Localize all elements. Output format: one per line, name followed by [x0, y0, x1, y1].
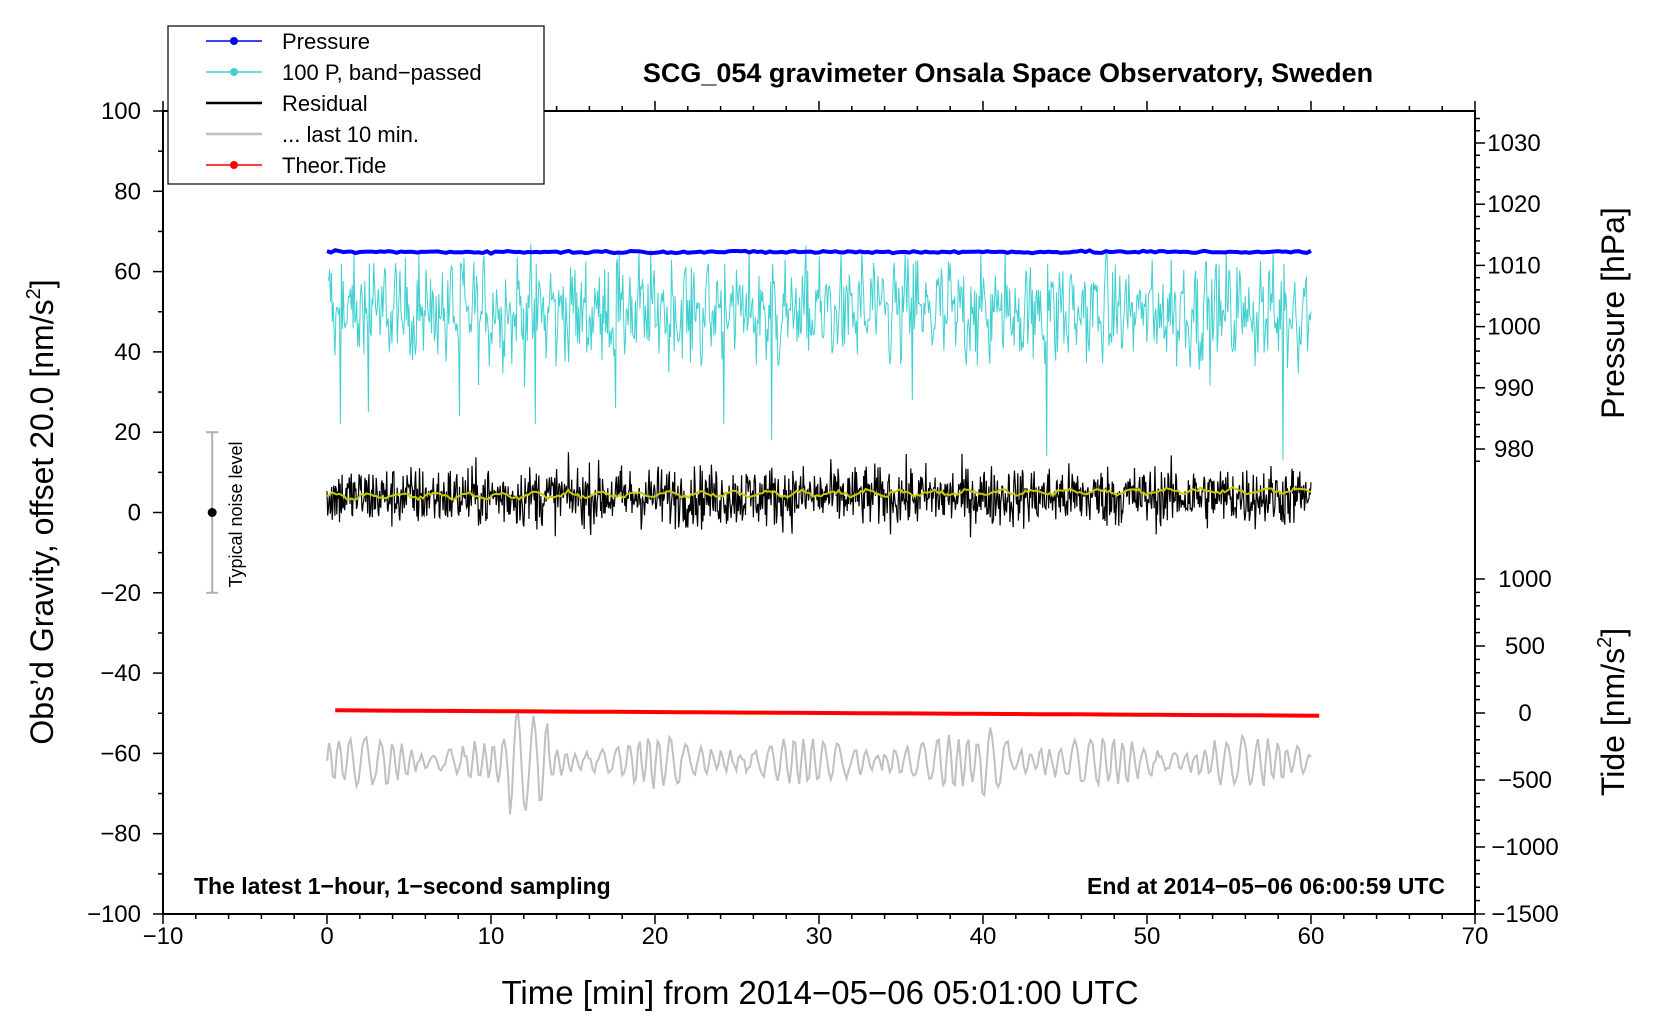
- y-tick-label: −60: [100, 740, 141, 767]
- legend-swatch-marker: [230, 161, 238, 169]
- chart-title: SCG_054 gravimeter Onsala Space Observat…: [643, 58, 1373, 88]
- pressure-tick-label: 1010: [1487, 252, 1540, 279]
- y-axis-pressure-label: Pressure [hPa]: [1595, 207, 1631, 419]
- y-axis-tide-label-sup: 2: [1594, 637, 1616, 648]
- y-tick-label: 40: [114, 339, 141, 366]
- series-residual-line: [326, 452, 1312, 538]
- x-tick-label: −10: [143, 923, 184, 950]
- y-axis-tide-label: Tide [nm/s2]: [1594, 628, 1631, 796]
- y-tick-label: 0: [128, 500, 141, 527]
- legend-swatch-marker: [230, 68, 238, 76]
- y-axis-left-label-sup: 2: [23, 288, 45, 299]
- noise-level-label: Typical noise level: [226, 441, 246, 587]
- legend-label: ... last 10 min.: [282, 122, 419, 147]
- x-tick-label: 20: [642, 923, 669, 950]
- y-tick-label: 80: [114, 178, 141, 205]
- series-pressure-line: [326, 248, 1312, 256]
- y-axis-left-label: Obs’d Gravity, offset 20.0 [nm/s2]: [23, 279, 60, 744]
- noise-bar-center-dot: [207, 508, 217, 517]
- y-axis-left: 100 80 60 40 20 0 −20 −40 −60 −80 −100: [87, 98, 163, 928]
- x-tick-label: 40: [970, 923, 997, 950]
- tide-tick-label: −1000: [1491, 834, 1558, 861]
- legend-box: [167, 25, 545, 185]
- series-layer: [326, 244, 1320, 815]
- y-tick-label: 60: [114, 259, 141, 286]
- y-axis-left-label-main: Obs’d Gravity, offset 20.0 [nm/s: [24, 299, 60, 744]
- y-tick-label: −40: [100, 660, 141, 687]
- tide-tick-label: 500: [1505, 633, 1545, 660]
- tide-tick-label: −1500: [1491, 901, 1558, 928]
- y-tick-label: −20: [100, 580, 141, 607]
- y-axis-tide-label-main: Tide [nm/s: [1595, 648, 1631, 796]
- x-tick-label: 60: [1298, 923, 1325, 950]
- pressure-tick-label: 980: [1494, 436, 1534, 463]
- y-axis-left-label-close: ]: [24, 279, 60, 288]
- pressure-tick-label: 1030: [1487, 130, 1540, 157]
- legend-swatch-marker: [230, 37, 238, 45]
- tide-tick-label: −500: [1498, 767, 1552, 794]
- legend-label: Residual: [282, 91, 368, 116]
- x-axis: −10 0 10 20 30 40 50 60 70: [143, 101, 1489, 950]
- legend-label: Theor.Tide: [282, 153, 386, 178]
- noise-level-indicator: Typical noise level: [206, 431, 246, 594]
- annotation-end-time: End at 2014−05−06 06:00:59 UTC: [1087, 873, 1445, 899]
- pressure-tick-label: 1000: [1487, 314, 1540, 341]
- pressure-tick-label: 990: [1494, 375, 1534, 402]
- y-tick-label: 100: [101, 98, 141, 125]
- series-tide-line: [335, 708, 1320, 718]
- y-tick-label: −80: [100, 821, 141, 848]
- x-tick-label: 70: [1462, 923, 1489, 950]
- tide-tick-label: 0: [1518, 700, 1531, 727]
- y-axis-tide-label-close: ]: [1595, 628, 1631, 637]
- series-last10-line: [326, 710, 1312, 815]
- annotation-sampling: The latest 1−hour, 1−second sampling: [194, 873, 611, 899]
- x-tick-label: 10: [478, 923, 505, 950]
- y-tick-label: 20: [114, 419, 141, 446]
- y-axis-tide: 1000 500 0 −500 −1000 −1500: [1475, 566, 1559, 928]
- x-tick-label: 50: [1134, 923, 1161, 950]
- series-residual-smoothed-line: [326, 486, 1312, 502]
- legend: Pressure 100 P, band−passed Residual ... la…: [167, 25, 545, 185]
- x-axis-label: Time [min] from 2014−05−06 05:01:00 UTC: [501, 974, 1138, 1011]
- y-tick-label: −100: [87, 901, 141, 928]
- x-tick-label: 30: [806, 923, 833, 950]
- legend-label: Pressure: [282, 29, 370, 54]
- tide-tick-label: 1000: [1498, 566, 1551, 593]
- x-tick-label: 0: [320, 923, 333, 950]
- series-bandpassed-line: [327, 244, 1312, 461]
- y-axis-pressure: 1030 1020 1010 1000 990 980: [1475, 117, 1541, 463]
- legend-label: 100 P, band−passed: [282, 60, 482, 85]
- pressure-tick-label: 1020: [1487, 191, 1540, 218]
- plot-frame: [162, 110, 1476, 915]
